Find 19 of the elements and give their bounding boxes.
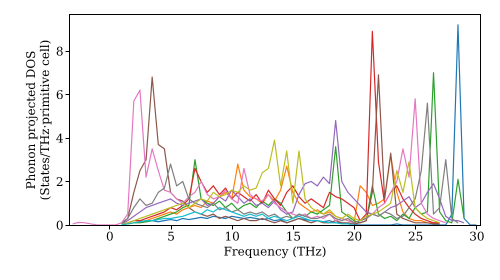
line-series [121,120,465,225]
y-axis-title: Phonon projected DOS (States/THz·primitive cell) [24,40,52,200]
y-tick-label: 2 [56,174,64,189]
x-tick-label: 15 [286,230,301,244]
x-tick-label: 20 [346,230,362,244]
y-tick-label: 6 [56,88,64,102]
x-tick-label: 25 [408,230,424,244]
x-tick-label: 30 [469,230,484,244]
y-tick-label: 8 [56,44,64,58]
x-tick-label: 10 [224,230,240,244]
line-series [121,140,440,225]
y-tick-label: 4 [56,131,64,146]
line-series [121,207,355,225]
x-tick-label: 0 [106,230,114,244]
y-tick-label: 0 [56,218,64,232]
line-series [72,90,446,225]
x-axis-title: Frequency (THz) [224,244,326,258]
x-tick-label: 5 [167,230,175,244]
line-series [121,102,459,225]
